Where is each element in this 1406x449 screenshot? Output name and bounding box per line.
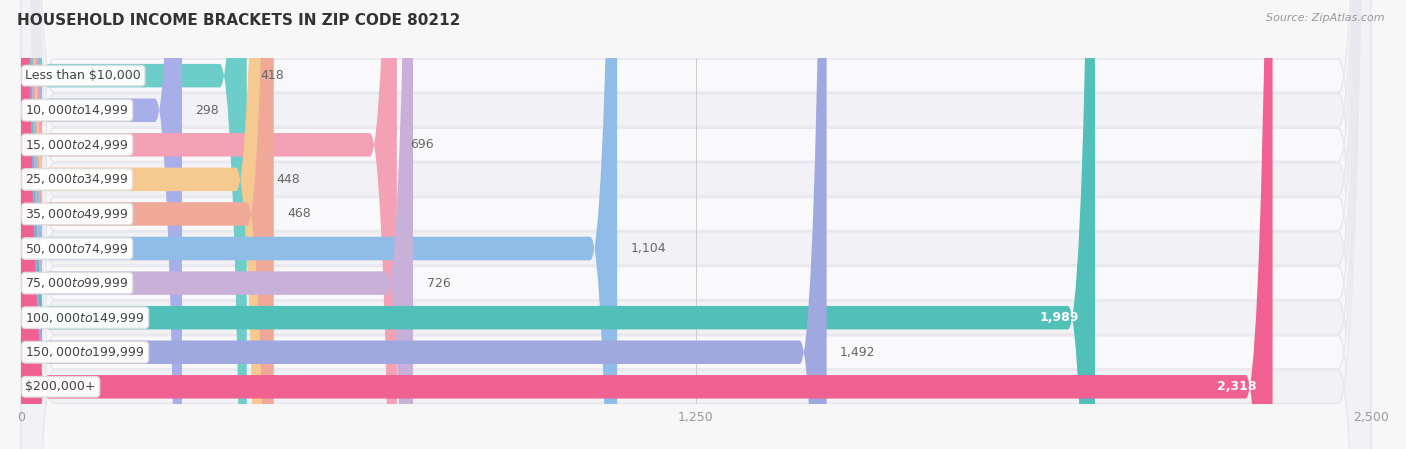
Text: 696: 696 bbox=[411, 138, 434, 151]
FancyBboxPatch shape bbox=[21, 0, 1371, 449]
Text: 468: 468 bbox=[287, 207, 311, 220]
Text: 2,318: 2,318 bbox=[1216, 380, 1257, 393]
FancyBboxPatch shape bbox=[21, 0, 247, 449]
FancyBboxPatch shape bbox=[21, 0, 181, 449]
Text: 1,492: 1,492 bbox=[841, 346, 876, 359]
Text: 1,104: 1,104 bbox=[631, 242, 666, 255]
Text: $75,000 to $99,999: $75,000 to $99,999 bbox=[25, 276, 129, 290]
Text: 298: 298 bbox=[195, 104, 219, 117]
FancyBboxPatch shape bbox=[21, 0, 413, 449]
FancyBboxPatch shape bbox=[21, 0, 1272, 449]
Text: $100,000 to $149,999: $100,000 to $149,999 bbox=[25, 311, 145, 325]
FancyBboxPatch shape bbox=[21, 0, 1371, 449]
Text: $150,000 to $199,999: $150,000 to $199,999 bbox=[25, 345, 145, 359]
Text: $200,000+: $200,000+ bbox=[25, 380, 96, 393]
Text: 726: 726 bbox=[426, 277, 450, 290]
FancyBboxPatch shape bbox=[21, 0, 1371, 449]
Text: 418: 418 bbox=[260, 69, 284, 82]
FancyBboxPatch shape bbox=[21, 0, 617, 449]
Text: $15,000 to $24,999: $15,000 to $24,999 bbox=[25, 138, 129, 152]
FancyBboxPatch shape bbox=[21, 0, 827, 449]
FancyBboxPatch shape bbox=[21, 0, 263, 449]
Text: $10,000 to $14,999: $10,000 to $14,999 bbox=[25, 103, 129, 117]
Text: 1,989: 1,989 bbox=[1039, 311, 1078, 324]
FancyBboxPatch shape bbox=[21, 0, 1371, 449]
Text: Source: ZipAtlas.com: Source: ZipAtlas.com bbox=[1267, 13, 1385, 23]
FancyBboxPatch shape bbox=[21, 0, 396, 449]
FancyBboxPatch shape bbox=[21, 0, 1371, 449]
Text: 448: 448 bbox=[277, 173, 301, 186]
FancyBboxPatch shape bbox=[21, 0, 1371, 449]
Text: $50,000 to $74,999: $50,000 to $74,999 bbox=[25, 242, 129, 255]
Text: Less than $10,000: Less than $10,000 bbox=[25, 69, 141, 82]
Text: $35,000 to $49,999: $35,000 to $49,999 bbox=[25, 207, 129, 221]
FancyBboxPatch shape bbox=[21, 0, 1371, 449]
Text: HOUSEHOLD INCOME BRACKETS IN ZIP CODE 80212: HOUSEHOLD INCOME BRACKETS IN ZIP CODE 80… bbox=[17, 13, 460, 28]
FancyBboxPatch shape bbox=[21, 0, 1371, 449]
FancyBboxPatch shape bbox=[21, 0, 1095, 449]
Text: $25,000 to $34,999: $25,000 to $34,999 bbox=[25, 172, 129, 186]
FancyBboxPatch shape bbox=[21, 0, 1371, 449]
FancyBboxPatch shape bbox=[21, 0, 1371, 449]
FancyBboxPatch shape bbox=[21, 0, 274, 449]
